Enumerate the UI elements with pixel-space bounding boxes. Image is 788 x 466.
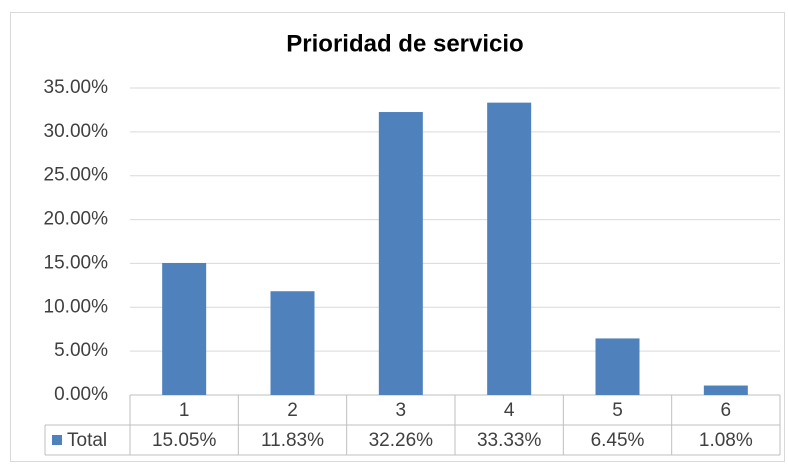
bar [703, 385, 748, 395]
bar [487, 102, 532, 395]
y-tick-label: 5.00% [54, 340, 108, 361]
x-tick-label: 6 [721, 400, 732, 421]
table-value: 1.08% [699, 430, 753, 451]
y-tick-label: 20.00% [44, 209, 109, 230]
y-tick-label: 35.00% [44, 77, 109, 98]
bar [595, 338, 640, 395]
bar [378, 112, 423, 395]
chart-title: Prioridad de servicio [286, 30, 523, 57]
y-tick-label: 0.00% [54, 384, 108, 405]
table-value: 15.05% [152, 430, 217, 451]
x-tick-label: 1 [179, 400, 190, 421]
x-tick-label: 2 [287, 400, 298, 421]
y-tick-label: 30.00% [44, 121, 109, 142]
bar [162, 262, 207, 395]
x-tick-label: 5 [612, 400, 623, 421]
y-tick-label: 10.00% [44, 296, 109, 317]
table-value: 6.45% [591, 430, 645, 451]
legend-key [52, 435, 62, 445]
table-value: 32.26% [369, 430, 434, 451]
table-value: 11.83% [261, 430, 324, 451]
y-tick-label: 25.00% [44, 165, 109, 186]
bar [270, 291, 315, 395]
y-tick-label: 15.00% [44, 252, 109, 273]
x-tick-label: 4 [504, 400, 515, 421]
legend-label: Total [67, 430, 107, 451]
x-tick-label: 3 [396, 400, 407, 421]
table-value: 33.33% [477, 430, 542, 451]
